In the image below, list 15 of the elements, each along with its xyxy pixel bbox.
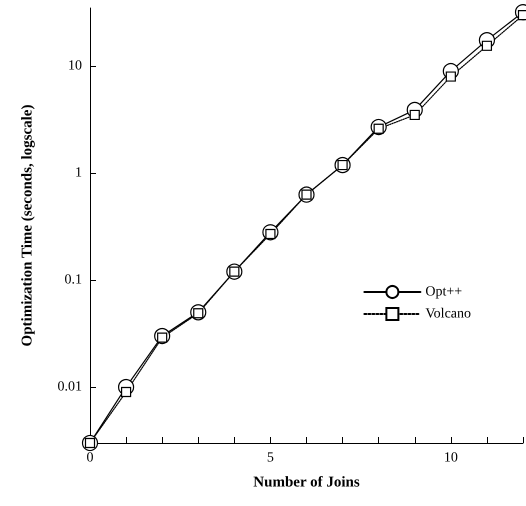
- x-tick-label: 0: [86, 450, 94, 466]
- point: [120, 386, 132, 398]
- legend-label: Opt++: [425, 284, 462, 300]
- x-tick-label: 10: [444, 450, 458, 466]
- y-tick-label: 0.1: [64, 272, 82, 288]
- y-tick-label: 10: [68, 58, 82, 74]
- y-tick-label: 1: [75, 166, 82, 181]
- point: [410, 110, 420, 120]
- x-tick-label: 5: [266, 450, 274, 466]
- point: [446, 71, 456, 82]
- x-axis-title: Number of Joins: [253, 474, 360, 490]
- y-tick-label: 0.01: [58, 380, 82, 395]
- y-axis-title: Optimization Time (seconds, logscale): [20, 104, 36, 346]
- legend-label: Volcano: [425, 306, 471, 322]
- point: [482, 40, 492, 51]
